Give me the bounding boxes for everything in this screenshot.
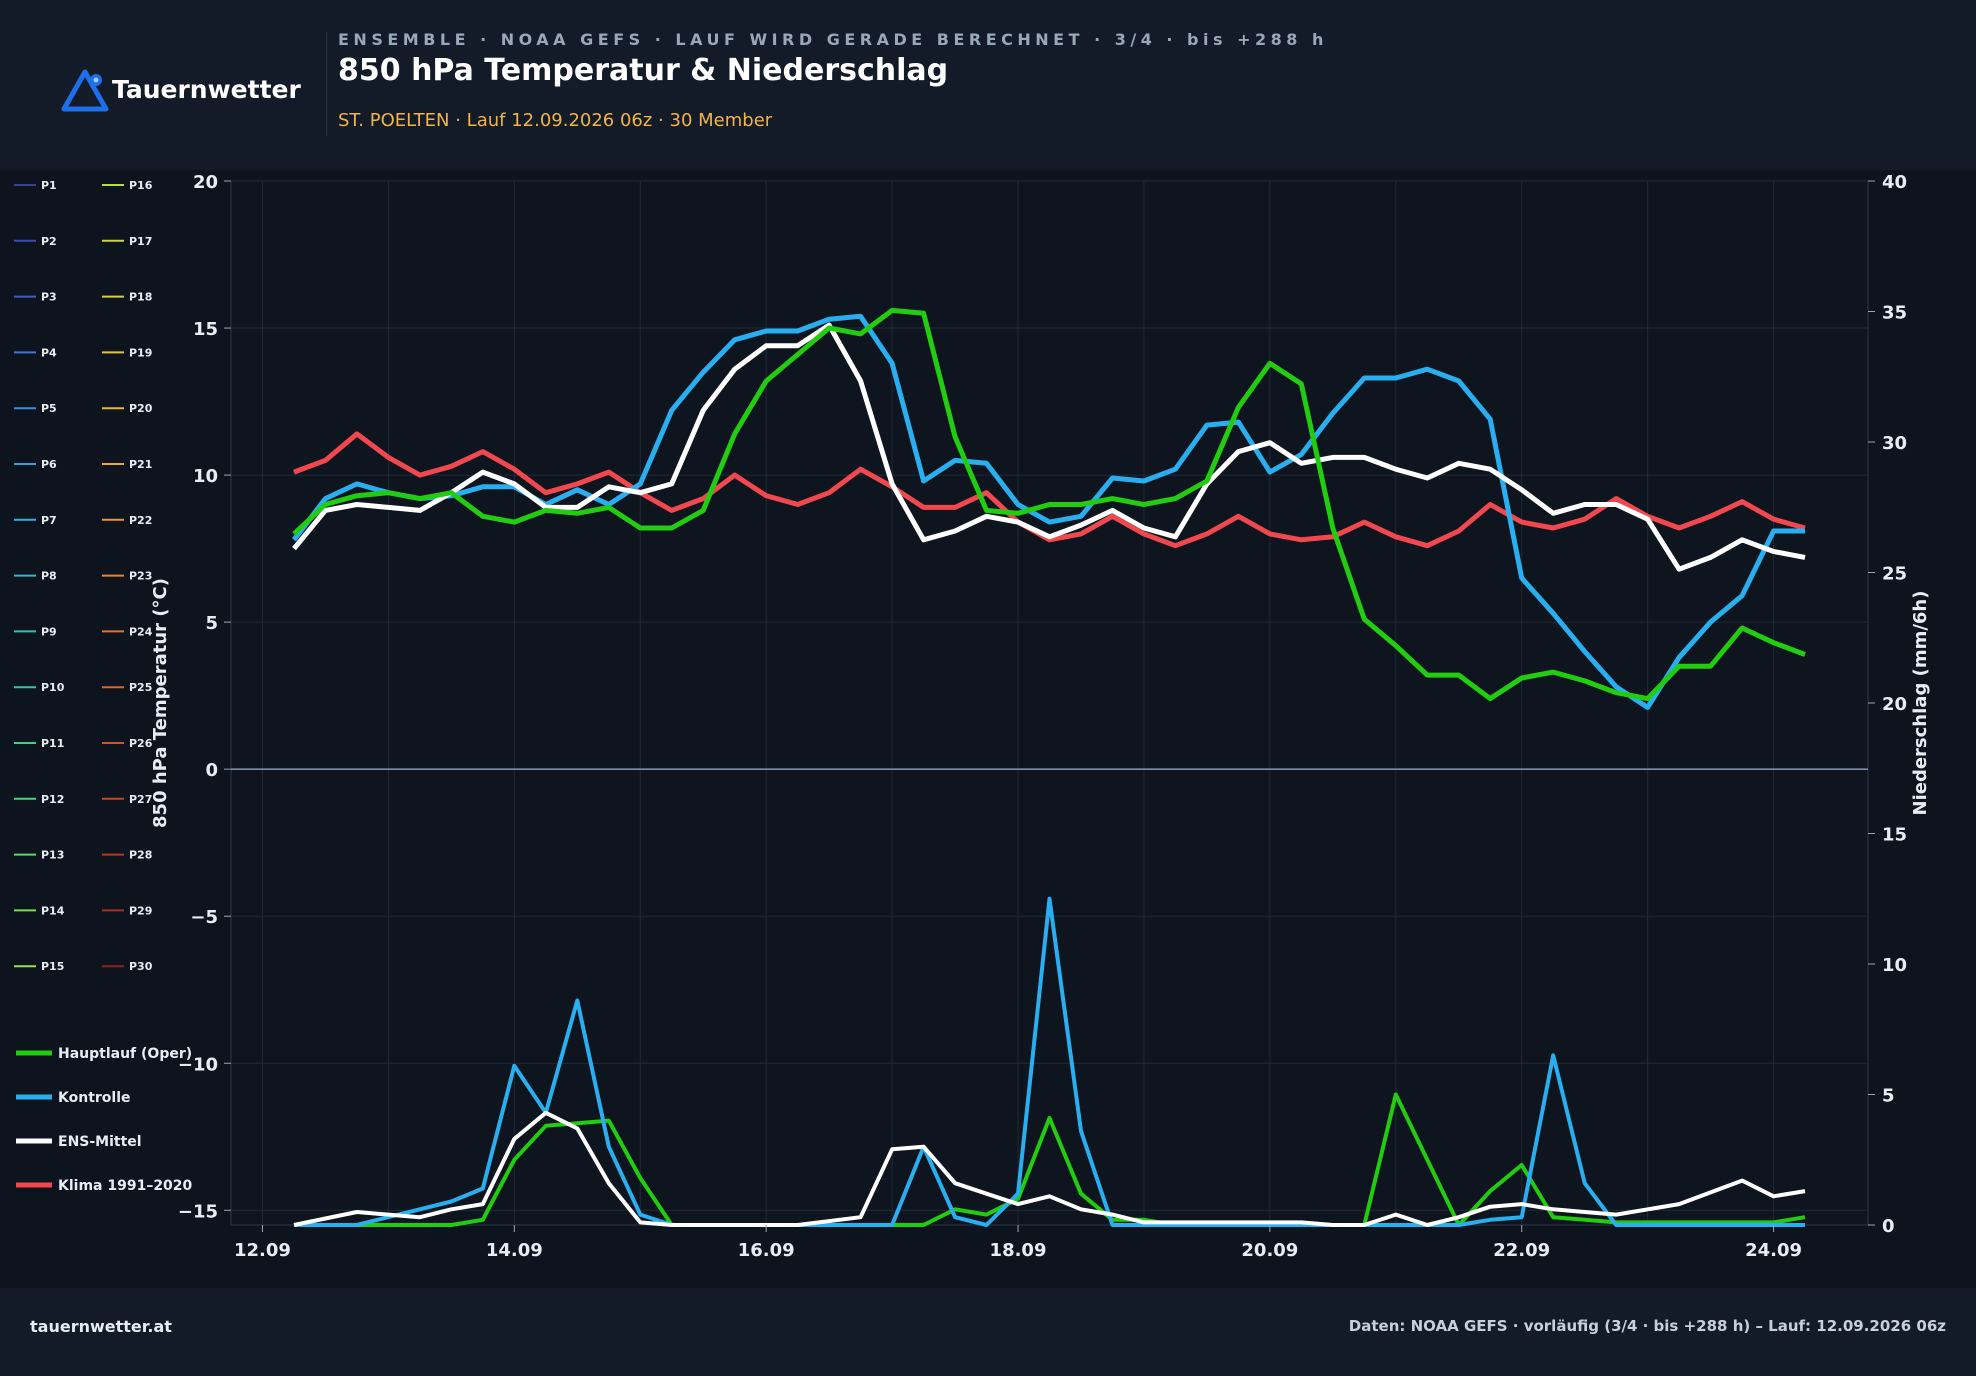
y-right-tick-label: 25 xyxy=(1882,564,1907,585)
axes: −15 −10 −5 0 5 10 15 20 0 5 10 15 20 25 30 35 40 12.09 14.… xyxy=(150,172,1931,1261)
legend-label-p3: P3 xyxy=(41,291,57,304)
legend-label-p5: P5 xyxy=(41,402,57,415)
legend-label-p17: P17 xyxy=(129,235,152,248)
footer: tauernwetter.at Daten: NOAA GEFS · vorlä… xyxy=(0,1288,1976,1376)
legend-label-p7: P7 xyxy=(41,514,57,527)
y-left-tick-label: 15 xyxy=(193,319,218,340)
x-tick-label: 16.09 xyxy=(738,1240,795,1261)
legend-label-hauptlauf-oper: Hauptlauf (Oper) xyxy=(58,1046,192,1062)
footer-site: tauernwetter.at xyxy=(30,1317,172,1336)
y-right-tick-label: 40 xyxy=(1882,172,1907,193)
legend-label-p21: P21 xyxy=(129,458,152,471)
legend-label-p12: P12 xyxy=(41,793,64,806)
footer-source: Daten: NOAA GEFS · vorläufig (3/4 · bis … xyxy=(1348,1317,1946,1335)
y-left-tick-label: −15 xyxy=(178,1201,218,1222)
y-left-tick-label: −5 xyxy=(190,907,218,928)
header-divider xyxy=(326,32,327,136)
y-right-tick-label: 0 xyxy=(1882,1216,1895,1237)
x-tick-label: 20.09 xyxy=(1241,1240,1298,1261)
legend-label-ens-mittel: ENS-Mittel xyxy=(58,1134,142,1150)
grid xyxy=(230,180,1869,1226)
legend-label-p19: P19 xyxy=(129,346,152,359)
y-right-tick-label: 5 xyxy=(1882,1086,1895,1107)
legend-label-p14: P14 xyxy=(41,904,65,917)
temperature-lines xyxy=(292,307,1806,710)
y-right-axis-label: Niederschlag (mm/6h) xyxy=(1910,591,1931,816)
y-right-tick-label: 35 xyxy=(1882,303,1907,324)
legend-label-p20: P20 xyxy=(129,402,153,415)
legend-label-p9: P9 xyxy=(41,625,57,638)
y-left-tick-label: −10 xyxy=(178,1054,218,1075)
legend-label-p23: P23 xyxy=(129,570,152,583)
legend-label-p28: P28 xyxy=(129,849,152,862)
precipitation-lines xyxy=(293,896,1806,1227)
logo-text: Tauernwetter xyxy=(112,75,301,104)
legend-label-p4: P4 xyxy=(41,346,57,359)
legend-label-p24: P24 xyxy=(129,625,153,638)
legend-label-p8: P8 xyxy=(41,570,57,583)
y-right-tick-label: 20 xyxy=(1882,694,1907,715)
legend-label-p30: P30 xyxy=(129,960,153,973)
legend-label-p10: P10 xyxy=(41,681,65,694)
legend-label-p2: P2 xyxy=(41,235,57,248)
legend-label-p26: P26 xyxy=(129,737,153,750)
legend-label-p27: P27 xyxy=(129,793,152,806)
temp-series-ens-mittel xyxy=(292,322,1806,572)
legend-label-p13: P13 xyxy=(41,849,64,862)
run-status-kicker: ENSEMBLE · NOAA GEFS · LAUF WIRD GERADE … xyxy=(338,30,1328,49)
x-tick-label: 12.09 xyxy=(234,1240,291,1261)
legend-label-p1: P1 xyxy=(41,179,57,192)
temp-series-hauptlauf-oper xyxy=(292,307,1806,702)
legend-label-p25: P25 xyxy=(129,681,152,694)
y-right-tick-label: 15 xyxy=(1882,825,1907,846)
temp-series-klima-1991-2020 xyxy=(293,431,1806,549)
legend-label-klima-1991-2020: Klima 1991–2020 xyxy=(58,1178,193,1194)
y-left-axis-label: 850 hPa Temperatur (°C) xyxy=(150,578,171,828)
y-right-tick-label: 10 xyxy=(1882,955,1907,976)
y-left-tick-label: 5 xyxy=(205,613,218,634)
legend-label-p29: P29 xyxy=(129,904,152,917)
ensemble-chart: P1 P2 P3 P4 P5 P6 P7 P8 P9 P10 P11 P12 P13 P14 P15 P16 P… xyxy=(14,172,1931,1261)
legend-label-p18: P18 xyxy=(129,291,152,304)
y-left-tick-label: 20 xyxy=(193,172,218,193)
header: Tauernwetter ENSEMBLE · NOAA GEFS · LAUF… xyxy=(0,0,1976,170)
legend: P1 P2 P3 P4 P5 P6 P7 P8 P9 P10 P11 P12 P13 P14 P15 P16 P… xyxy=(14,179,193,1194)
legend-label-p11: P11 xyxy=(41,737,64,750)
legend-label-p22: P22 xyxy=(129,514,152,527)
plot-area xyxy=(230,180,1869,1226)
y-left-tick-label: 0 xyxy=(205,760,218,781)
y-right-tick-label: 30 xyxy=(1882,433,1907,454)
x-tick-label: 22.09 xyxy=(1493,1240,1550,1261)
precip-series-ens-mittel xyxy=(293,1110,1806,1227)
y-left-tick-label: 10 xyxy=(193,466,218,487)
x-tick-label: 14.09 xyxy=(486,1240,543,1261)
x-tick-label: 24.09 xyxy=(1745,1240,1802,1261)
legend-label-p15: P15 xyxy=(41,960,64,973)
page-title: 850 hPa Temperatur & Niederschlag xyxy=(338,53,949,88)
tauernwetter-logo-icon xyxy=(61,69,109,112)
legend-label-kontrolle: Kontrolle xyxy=(58,1090,131,1106)
legend-label-p16: P16 xyxy=(129,179,153,192)
x-tick-label: 18.09 xyxy=(990,1240,1047,1261)
legend-label-p6: P6 xyxy=(41,458,57,471)
precip-series-kontrolle xyxy=(294,896,1805,1227)
location-subtitle: ST. POELTEN · Lauf 12.09.2026 06z · 30 M… xyxy=(338,110,773,131)
